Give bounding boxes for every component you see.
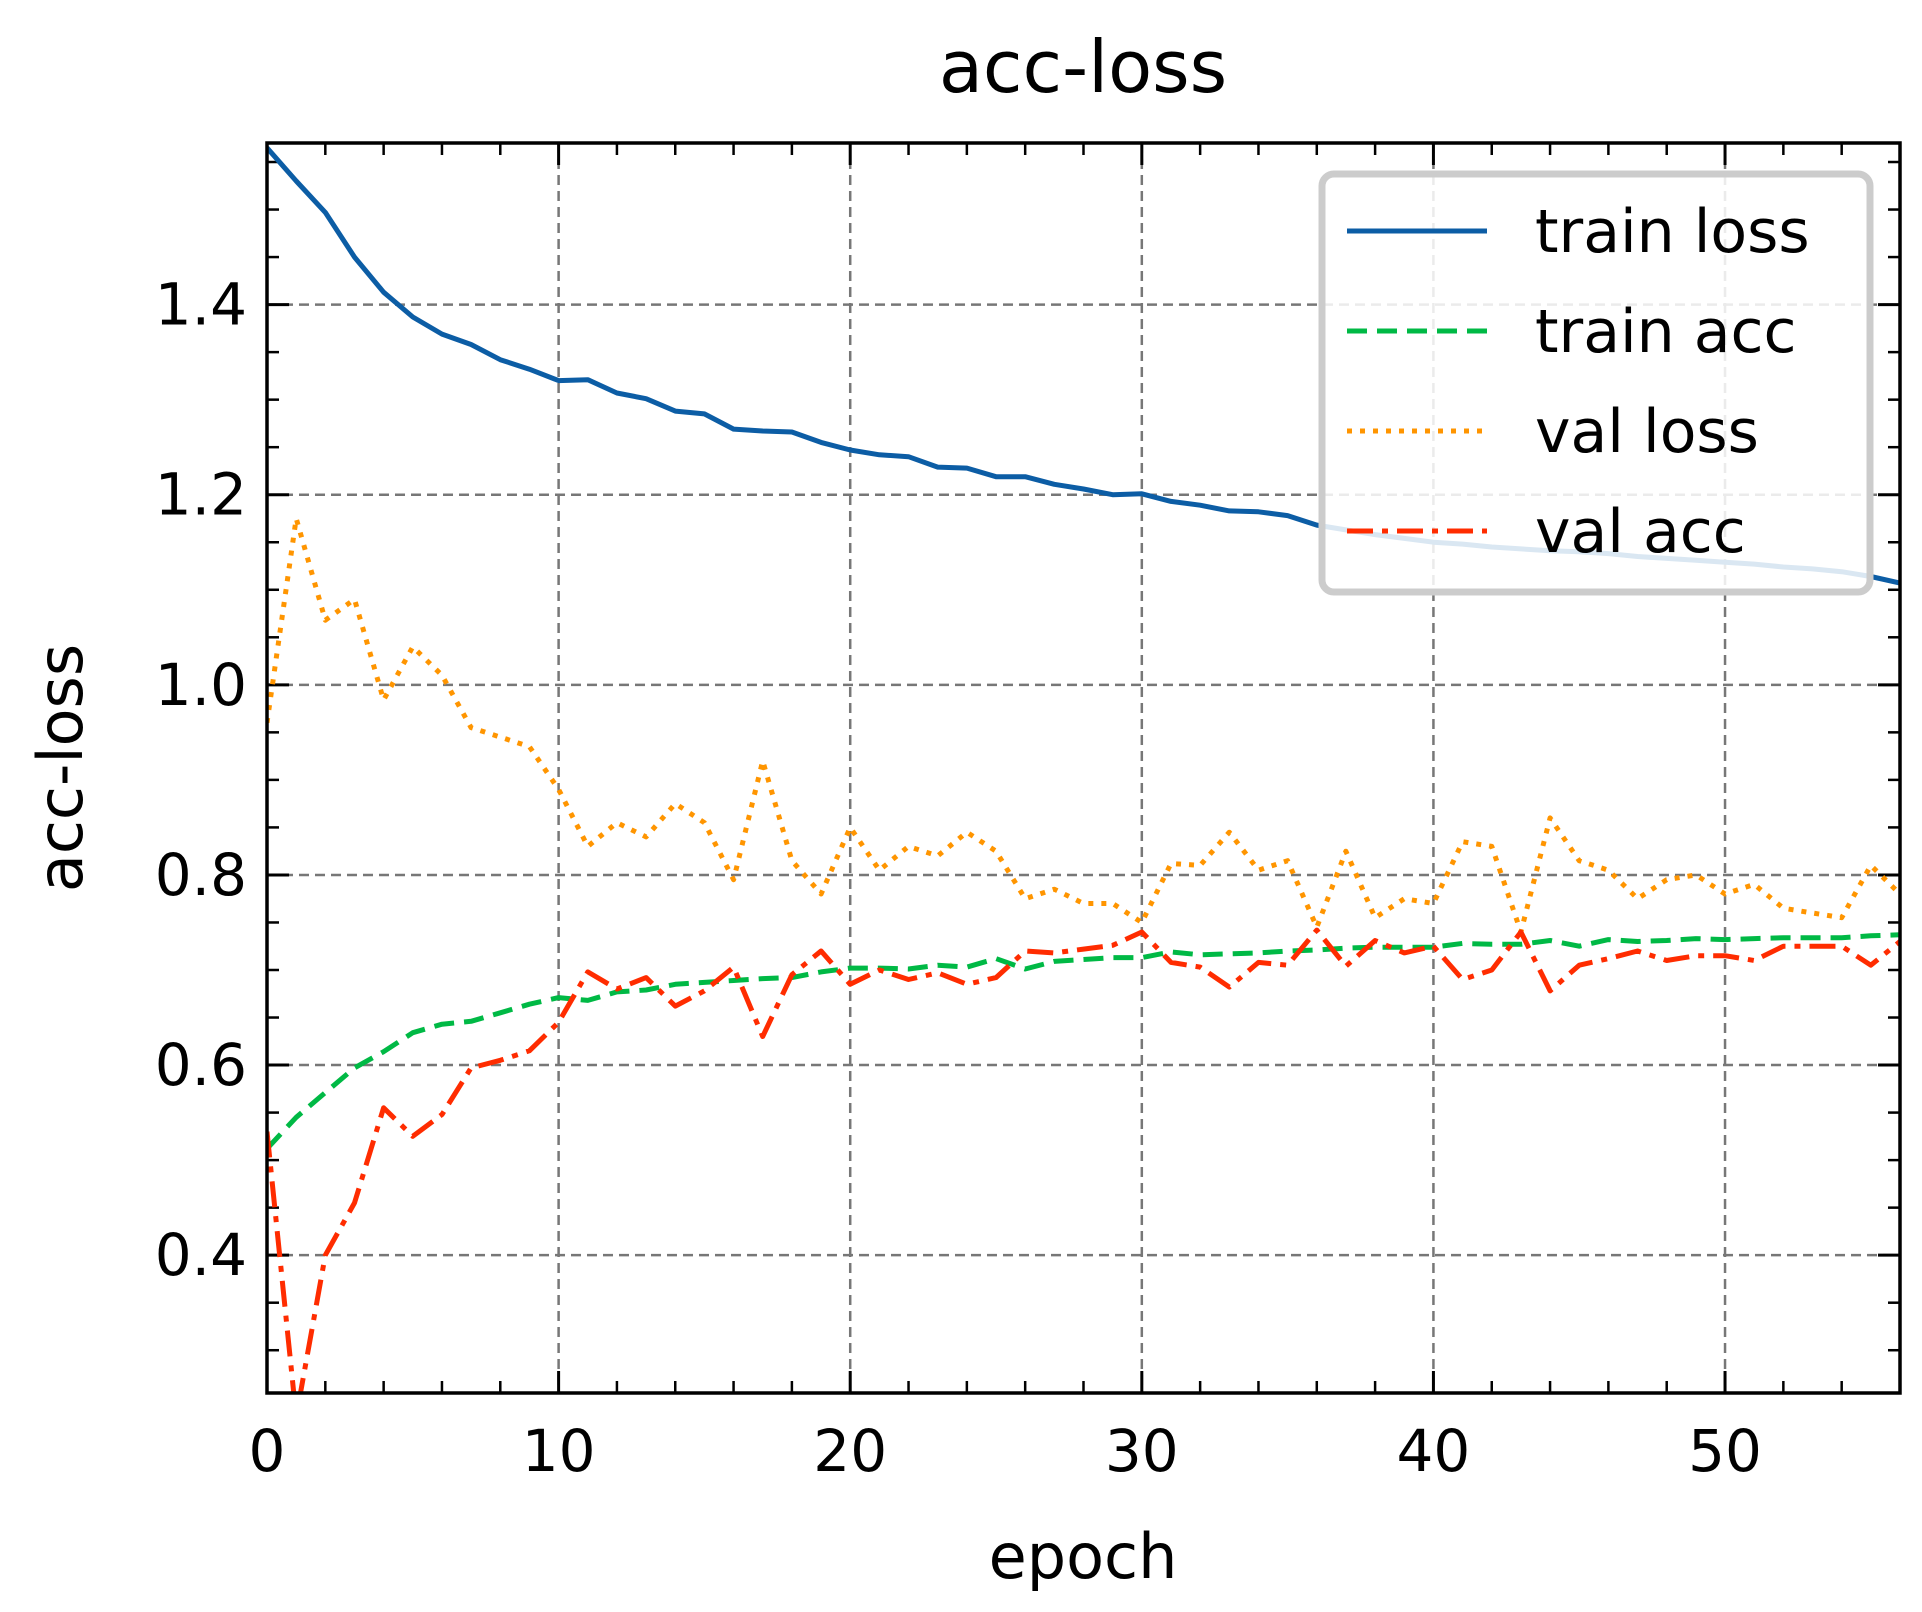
y-tick-label: 1.0 — [155, 651, 247, 719]
y-tick-label: 0.6 — [155, 1031, 247, 1099]
chart-title: acc-loss — [939, 25, 1227, 109]
series-line-val-loss — [267, 516, 1900, 935]
axis-ticks — [265, 143, 1902, 1393]
x-tick-label: 10 — [522, 1417, 596, 1485]
x-tick-label: 50 — [1688, 1417, 1762, 1485]
legend-box — [1318, 170, 1874, 596]
x-tick-label: 0 — [249, 1417, 286, 1485]
x-tick-label: 40 — [1397, 1417, 1471, 1485]
y-axis-label: acc-loss — [24, 644, 97, 892]
y-tick-label: 1.2 — [155, 461, 247, 529]
legend-label-train-loss: train loss — [1535, 197, 1810, 267]
x-axis-label: epoch — [989, 1520, 1178, 1593]
legend-label-val-acc: val acc — [1535, 497, 1746, 567]
y-tick-labels: 0.4 0.6 0.8 1.0 1.2 1.4 — [155, 271, 247, 1290]
y-tick-label: 1.4 — [155, 271, 247, 339]
series-line-val-acc — [267, 927, 1900, 1393]
y-tick-label: 0.8 — [155, 841, 247, 909]
legend-label-train-acc: train acc — [1535, 297, 1796, 367]
x-tick-labels: 0 10 20 30 40 50 — [249, 1417, 1762, 1485]
legend-label-val-loss: val loss — [1535, 397, 1759, 467]
x-tick-label: 20 — [813, 1417, 887, 1485]
x-tick-label: 30 — [1105, 1417, 1179, 1485]
plot-frame — [265, 141, 1902, 1395]
y-tick-label: 0.4 — [155, 1221, 247, 1289]
series-line-train-acc — [267, 932, 1900, 1151]
legend: train loss train acc val loss val acc — [1318, 170, 1874, 596]
